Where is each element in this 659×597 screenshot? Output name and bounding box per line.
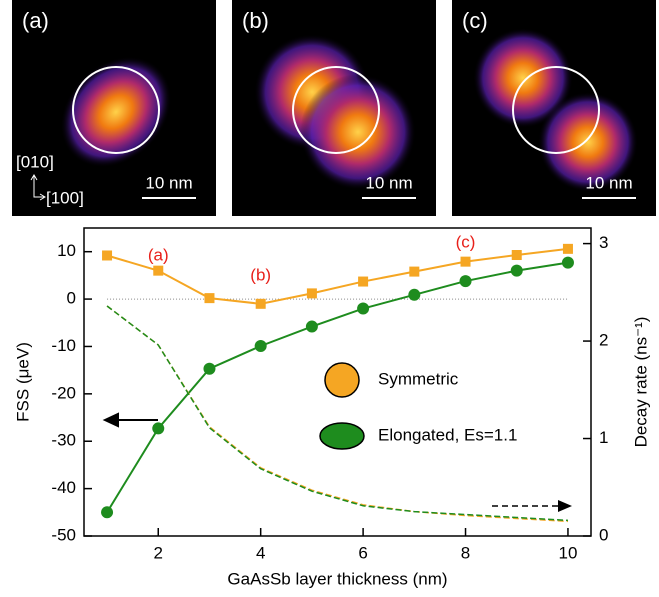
marker [306, 321, 318, 333]
y2-tick-label: 3 [599, 233, 608, 252]
x-axis-title: GaAsSb layer thickness (nm) [227, 569, 447, 588]
legend-swatch [325, 363, 359, 397]
scale-label: 10 nm [585, 173, 632, 192]
panel-label: (b) [242, 8, 269, 33]
decay-line [107, 306, 568, 521]
marker [101, 506, 113, 518]
legend-swatch [320, 423, 364, 449]
scale-label: 10 nm [365, 173, 412, 192]
marker [357, 303, 369, 315]
panel-b: (b) 10 nm [232, 0, 436, 216]
marker [204, 293, 214, 303]
y-tick-label: -10 [51, 336, 76, 355]
y-tick-label: -30 [51, 431, 76, 450]
panel-label: (c) [462, 8, 488, 33]
axis-label: [100] [46, 188, 84, 207]
marker [358, 277, 368, 287]
y-tick-label: 10 [57, 241, 76, 260]
marker [461, 257, 471, 267]
marker [563, 244, 573, 254]
marker [408, 289, 420, 301]
marker [511, 265, 523, 277]
x-tick-label: 8 [461, 543, 470, 562]
y2-tick-label: 0 [599, 525, 608, 544]
marker [460, 275, 472, 287]
left-arrow [105, 414, 158, 426]
y-axis-title: FSS (μeV) [13, 342, 32, 422]
panel-a: (a) [010] [100] 10 nm [12, 0, 216, 216]
marker [102, 250, 112, 260]
y-tick-label: -50 [51, 525, 76, 544]
x-tick-label: 2 [154, 543, 163, 562]
decay-line [107, 306, 568, 520]
legend-label: Elongated, Es=1.1 [378, 425, 517, 444]
marker [562, 257, 574, 269]
y-tick-label: 0 [67, 289, 76, 308]
y2-axis-title: Decay rate (ns⁻¹) [631, 317, 650, 448]
axis-label: [010] [16, 152, 54, 171]
marker [512, 250, 522, 260]
annotation: (a) [148, 245, 169, 264]
x-tick-label: 4 [256, 543, 265, 562]
y2-tick-label: 2 [599, 331, 608, 350]
marker [255, 340, 267, 352]
y-tick-label: -20 [51, 383, 76, 402]
figure: (a) [010] [100] 10 nm (b) 10 nm (c) 10 n… [0, 0, 659, 592]
right-arrow-head [558, 500, 572, 512]
panel-c: (c) 10 nm [452, 0, 656, 216]
marker [152, 422, 164, 434]
marker [409, 267, 419, 277]
annotation: (b) [250, 265, 271, 284]
scale-label: 10 nm [145, 173, 192, 192]
y2-tick-label: 1 [599, 428, 608, 447]
marker [256, 299, 266, 309]
fss-line [107, 249, 568, 304]
annotation: (c) [456, 232, 476, 251]
y-tick-label: -40 [51, 478, 76, 497]
legend-label: Symmetric [378, 369, 459, 388]
marker [307, 288, 317, 298]
marker [203, 363, 215, 375]
marker [153, 266, 163, 276]
x-tick-label: 6 [358, 543, 367, 562]
x-tick-label: 10 [558, 543, 577, 562]
panel-label: (a) [22, 8, 49, 33]
